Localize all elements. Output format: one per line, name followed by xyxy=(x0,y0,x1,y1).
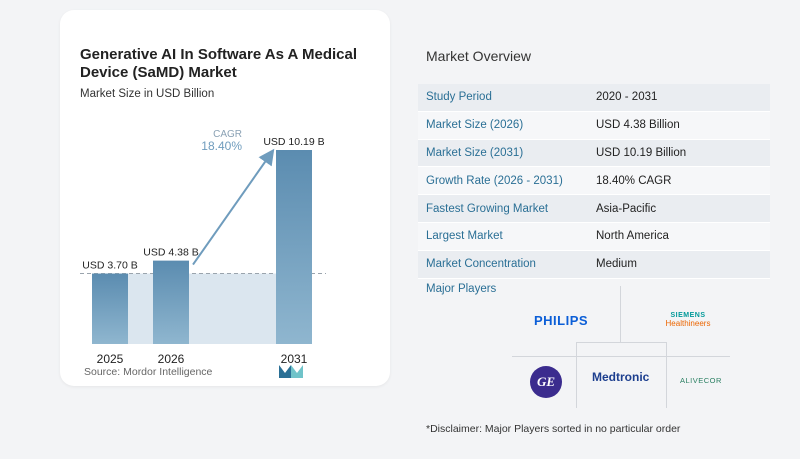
ge-logo: GE xyxy=(530,366,562,398)
market-overview-panel: Market Overview Study Period 2020 - 2031 M… xyxy=(418,0,800,459)
divider xyxy=(620,286,621,342)
bar-value-label: USD 4.38 B xyxy=(143,247,198,259)
overview-row-key: Fastest Growing Market xyxy=(426,202,549,215)
cagr-arrow xyxy=(192,148,275,266)
overview-row: Market Size (2026) USD 4.38 Billion xyxy=(418,111,770,140)
overview-row: Study Period 2020 - 2031 xyxy=(418,84,770,112)
bar-chart: USD 3.70 B 2025 USD 4.38 B 2026 USD 10.19 B 2… xyxy=(80,129,326,366)
bar-value-label: USD 3.70 B xyxy=(82,260,137,272)
category-label: 2031 xyxy=(281,352,308,366)
overview-row-key: Growth Rate (2026 - 2031) xyxy=(426,174,563,187)
overview-row-value: Asia-Pacific xyxy=(596,202,657,215)
overview-row-value: USD 10.19 Billion xyxy=(596,146,687,159)
divider xyxy=(512,356,730,357)
bar-value-label: USD 10.19 B xyxy=(263,136,324,148)
siemens-logo-bottom: Healthineers xyxy=(665,319,711,328)
category-label: 2026 xyxy=(158,352,185,366)
overview-row-key: Market Size (2026) xyxy=(426,119,524,132)
baseline-shade xyxy=(128,273,276,344)
major-players-title: Major Players xyxy=(426,283,497,295)
siemens-healthineers-logo: SIEMENS Healthineers xyxy=(648,312,728,328)
overview-row-value: 18.40% CAGR xyxy=(596,174,672,187)
overview-row-value: USD 4.38 Billion xyxy=(596,119,680,132)
overview-row: Market Concentration Medium xyxy=(418,250,770,279)
medtronic-logo: Medtronic xyxy=(592,370,650,384)
chart-title: Generative AI In Software As A Medical D… xyxy=(80,46,358,81)
mordor-logo-icon xyxy=(279,365,303,378)
bar-2026 xyxy=(153,260,189,344)
overview-row: Growth Rate (2026 - 2031) 18.40% CAGR xyxy=(418,167,770,196)
divider xyxy=(666,342,667,408)
overview-row: Fastest Growing Market Asia-Pacific xyxy=(418,195,770,223)
bar-2031 xyxy=(276,150,312,344)
chart-subtitle: Market Size in USD Billion xyxy=(80,88,215,100)
overview-row-key: Market Size (2031) xyxy=(426,146,524,159)
overview-row-value: Medium xyxy=(596,258,637,271)
disclaimer: *Disclaimer: Major Players sorted in no … xyxy=(426,423,681,435)
chart-card: USD 3.70 B 2025 USD 4.38 B 2026 USD 10.19 B 2… xyxy=(60,10,390,386)
overview-row-key: Market Concentration xyxy=(426,258,536,271)
divider xyxy=(576,342,577,408)
bar-2025 xyxy=(92,273,128,344)
overview-row-value: 2020 - 2031 xyxy=(596,91,658,104)
alivecor-logo: ALIVECOR xyxy=(680,376,722,385)
overview-row-value: North America xyxy=(596,230,669,243)
philips-logo: PHILIPS xyxy=(534,313,589,328)
overview-row: Market Size (2031) USD 10.19 Billion xyxy=(418,139,770,168)
siemens-logo-top: SIEMENS xyxy=(670,312,706,319)
overview-table: Study Period 2020 - 2031 Market Size (2026… xyxy=(418,84,770,279)
divider xyxy=(576,342,666,343)
overview-title: Market Overview xyxy=(426,48,532,64)
category-label: 2025 xyxy=(97,352,124,366)
source-text: Source: Mordor Intelligence xyxy=(84,366,213,378)
cagr-value: 18.40% xyxy=(201,139,242,153)
overview-row-key: Study Period xyxy=(426,91,492,104)
overview-row: Largest Market North America xyxy=(418,222,770,251)
cagr-label: CAGR xyxy=(213,129,242,140)
overview-row-key: Largest Market xyxy=(426,230,503,243)
